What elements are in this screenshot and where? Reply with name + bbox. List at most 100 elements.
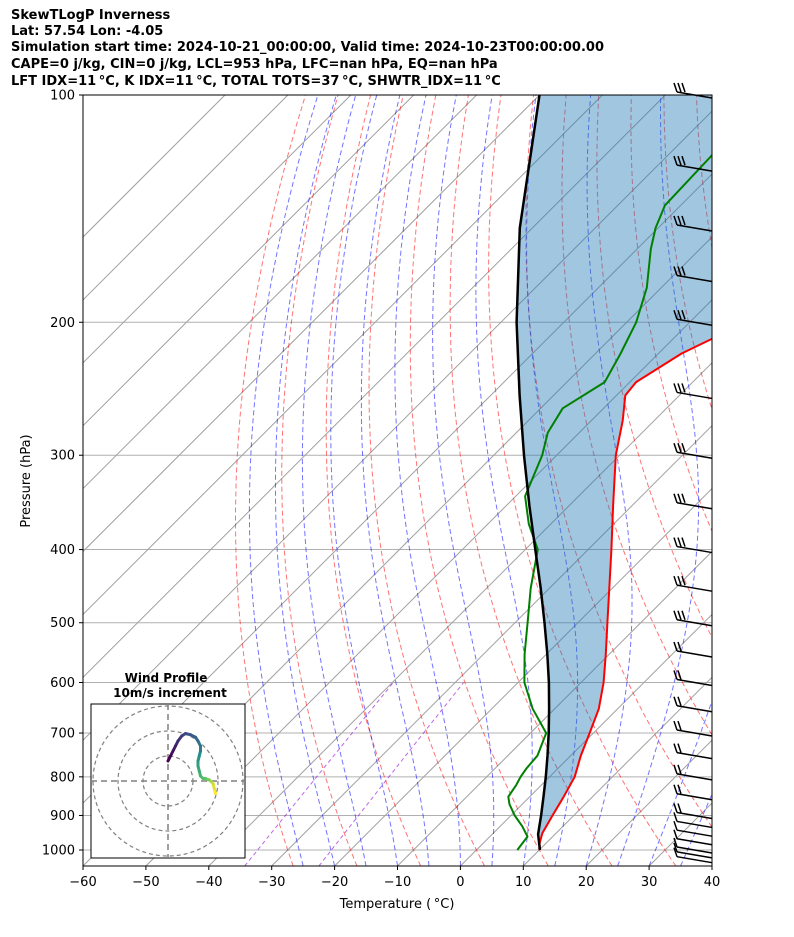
- wind-barbs: [673, 82, 713, 864]
- barb-staff: [676, 811, 713, 820]
- dry-adiabat: [488, 95, 677, 866]
- location-line: Lat: 57.54 Lon: -4.05: [11, 24, 164, 39]
- barb-flag: [677, 155, 682, 166]
- barb-flag: [673, 82, 678, 93]
- barb-flag: [673, 812, 678, 822]
- barb-flag: [673, 383, 678, 393]
- barb-flag: [673, 829, 678, 839]
- wind-barb: [673, 820, 713, 837]
- barb-flag: [677, 670, 682, 680]
- barb-flag: [681, 310, 686, 320]
- temperature-profile: [538, 337, 712, 851]
- barb-flag: [673, 537, 678, 547]
- isotherm-line: [522, 676, 712, 866]
- barb-flag: [673, 803, 678, 813]
- barb-flag: [677, 641, 682, 652]
- barb-flag: [681, 266, 686, 276]
- barb-flag: [673, 720, 678, 731]
- moist-adiabat: [680, 792, 712, 866]
- barb-flag: [677, 610, 682, 620]
- isotherm-line: [83, 95, 540, 553]
- moist-adiabat: [475, 95, 533, 866]
- y-tick-label: 800: [50, 770, 75, 785]
- barb-staff: [676, 846, 713, 854]
- barb-staff: [676, 545, 713, 554]
- barb-staff: [676, 705, 713, 713]
- dry-adiabat: [596, 95, 712, 639]
- hodograph-segment: [166, 754, 172, 763]
- time-line: Simulation start time: 2024-10-21_00:00:…: [11, 40, 604, 55]
- x-axis-label: Temperature ( °C): [339, 897, 455, 912]
- dry-adiabat: [762, 95, 794, 866]
- moist-adiabat: [330, 95, 398, 866]
- barb-staff: [676, 820, 713, 829]
- plot-area: [83, 95, 794, 866]
- dry-adiabat: [368, 95, 485, 866]
- barb-flag: [677, 803, 682, 813]
- y-tick-label: 300: [50, 449, 75, 464]
- wind-barb: [673, 837, 713, 854]
- barb-staff: [676, 851, 713, 859]
- hodograph-ring: [117, 730, 219, 832]
- barb-flag: [677, 442, 682, 453]
- dry-adiabat: [663, 95, 712, 411]
- dewpoint-profile: [507, 153, 712, 851]
- barb-staff: [676, 224, 713, 232]
- barb-flag: [681, 215, 686, 226]
- moist-adiabat: [744, 95, 794, 866]
- barb-flag: [673, 696, 678, 706]
- dry-adiabat: [449, 95, 613, 866]
- barb-flag: [673, 575, 678, 586]
- barb-flag: [681, 575, 686, 586]
- wind-barb: [673, 784, 713, 801]
- barb-flag: [681, 537, 686, 547]
- parcel-profile: [515, 95, 551, 851]
- barb-flag: [677, 215, 682, 226]
- isotherm-line: [83, 95, 477, 490]
- x-tick-label: −60: [69, 875, 96, 890]
- barb-flag: [677, 764, 682, 775]
- barb-staff: [676, 274, 713, 283]
- barb-flag: [681, 82, 686, 93]
- barb-flag: [673, 310, 678, 320]
- chart-title: SkewTLogP Inverness: [11, 8, 171, 23]
- wind-barb: [673, 812, 713, 829]
- barb-staff: [676, 837, 713, 846]
- barb-staff: [676, 751, 713, 760]
- barb-staff: [676, 729, 713, 737]
- wind-barb: [673, 720, 713, 737]
- moist-adiabat: [301, 95, 367, 866]
- hodograph: Wind Profile 10m/s increment: [90, 671, 246, 859]
- isotherm-line: [711, 865, 712, 866]
- dry-adiabat: [281, 95, 358, 866]
- barb-flag: [673, 820, 678, 831]
- mixing-ratio-line: [318, 682, 464, 866]
- barb-staff: [676, 678, 713, 687]
- barb-staff: [676, 855, 713, 864]
- isotherm-line: [208, 362, 712, 866]
- barb-flag: [677, 537, 682, 547]
- isotherm-line: [83, 95, 666, 679]
- barb-flag: [673, 764, 678, 775]
- moist-adiabat: [360, 95, 430, 866]
- isotherm-line: [334, 487, 712, 866]
- barb-flag: [673, 842, 678, 853]
- x-tick-label: −20: [321, 875, 348, 890]
- x-tick-label: 40: [704, 875, 721, 890]
- isotherm-line: [397, 550, 712, 866]
- barb-flag: [677, 575, 682, 586]
- barb-staff: [676, 584, 713, 592]
- y-tick-label: 400: [50, 543, 75, 558]
- barb-staff: [676, 391, 713, 400]
- wind-barb: [673, 641, 713, 658]
- y-tick-label: 500: [50, 616, 75, 631]
- x-tick-label: 20: [578, 875, 595, 890]
- barb-flag: [673, 442, 678, 453]
- barb-staff: [676, 618, 713, 627]
- wind-barb: [673, 803, 713, 820]
- barb-flag: [681, 383, 686, 393]
- barb-flag: [673, 215, 678, 226]
- dry-adiabat: [235, 95, 306, 866]
